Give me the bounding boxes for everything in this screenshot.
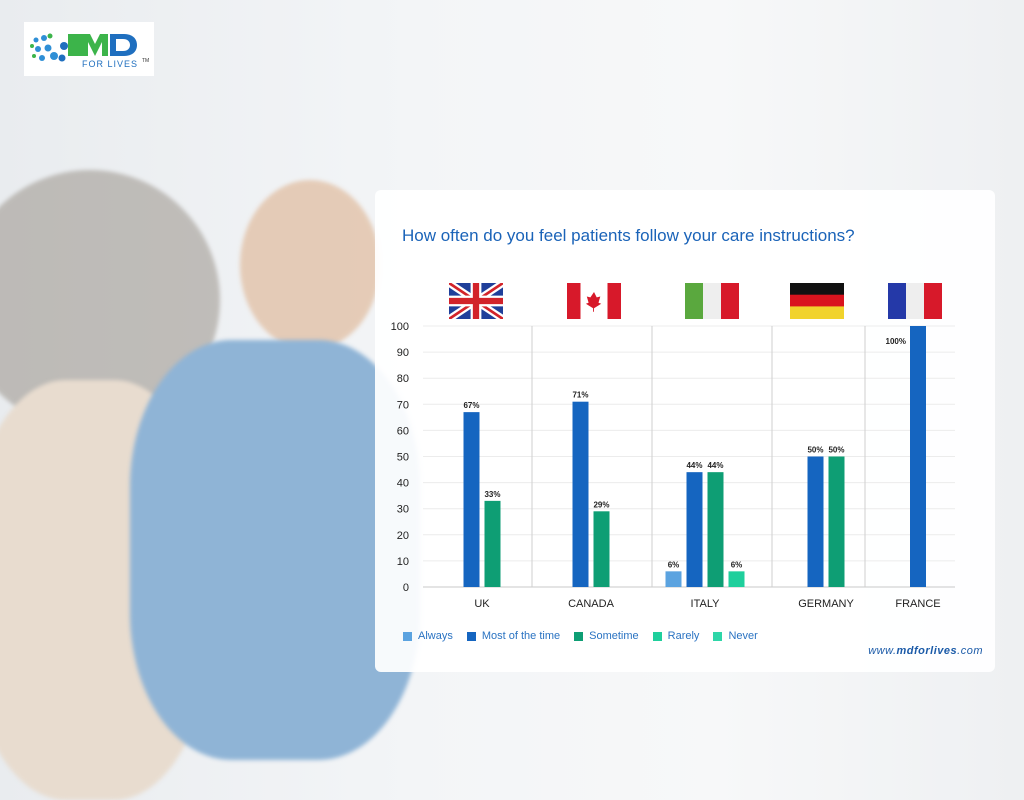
data-label: 71% — [572, 391, 588, 400]
y-tick-label: 70 — [397, 399, 409, 411]
x-tick-label: CANADA — [568, 598, 615, 610]
legend-label: Never — [728, 630, 758, 642]
legend-swatch — [403, 631, 412, 641]
y-tick-label: 20 — [397, 530, 409, 542]
bar-italy-most-of-the-time — [686, 472, 703, 587]
data-label: 33% — [484, 490, 500, 499]
bar-chart: 0 10 20 30 40 50 60 70 80 90 100 UK 67% 33% CANADA 71% 2… — [391, 321, 955, 610]
bar-germany-most-of-the-time — [807, 456, 824, 587]
data-label: 6% — [731, 560, 743, 569]
bar-italy-sometime — [707, 472, 724, 587]
data-label: 6% — [668, 560, 680, 569]
svg-text:TM: TM — [142, 58, 149, 64]
y-tick-label: 80 — [397, 373, 409, 385]
italy-flag-icon — [685, 283, 739, 319]
y-tick-label: 60 — [397, 425, 409, 437]
bar-canada-most-of-the-time — [572, 401, 589, 587]
photo-nurse-scrubs — [130, 340, 420, 760]
legend-swatch — [574, 631, 584, 641]
legend-item: Most of the time — [466, 630, 561, 642]
legend-item: Rarely — [652, 630, 700, 642]
y-tick-label: 50 — [397, 452, 409, 464]
legend-swatch — [652, 631, 662, 641]
legend-swatch — [713, 631, 723, 641]
data-label: 67% — [463, 401, 479, 410]
y-tick-label: 100 — [391, 321, 409, 333]
data-label: 44% — [707, 461, 723, 470]
legend-item: Always — [403, 630, 453, 642]
canada-flag-icon — [567, 283, 621, 319]
y-tick-label: 30 — [397, 504, 409, 516]
legend-item: Sometime — [574, 630, 639, 642]
chart-legend: Always Most of the time Sometime Rarely Neve… — [403, 630, 758, 642]
legend-swatch — [466, 631, 476, 641]
legend-label: Rarely — [667, 630, 700, 642]
data-label: 29% — [593, 500, 609, 509]
bar-uk-most-of-the-time — [463, 412, 480, 587]
data-label: 44% — [686, 461, 702, 470]
data-label: 50% — [807, 446, 823, 455]
chart-card: How often do you feel patients follow yo… — [375, 190, 995, 672]
legend-label: Sometime — [589, 630, 639, 642]
legend-label: Always — [418, 630, 453, 642]
y-tick-label: 10 — [397, 556, 409, 568]
germany-flag-icon — [790, 283, 844, 319]
y-tick-label: 90 — [397, 347, 409, 359]
photo-nurse-face — [240, 180, 380, 350]
y-tick-label: 40 — [397, 478, 409, 490]
uk-flag-icon — [449, 283, 503, 319]
x-tick-label: UK — [474, 598, 490, 610]
chart-title: How often do you feel patients follow yo… — [402, 226, 855, 245]
bar-france-most-of-the-time — [910, 326, 926, 587]
france-flag-icon — [888, 283, 942, 319]
x-tick-label: GERMANY — [798, 598, 854, 610]
mdforlives-logo: FOR LIVES TM — [24, 22, 154, 76]
bar-uk-sometime — [484, 500, 501, 587]
website-url[interactable]: www.mdforlives.com — [868, 645, 983, 657]
bar-italy-always — [665, 571, 682, 587]
x-tick-label: FRANCE — [895, 598, 940, 610]
bar-italy-rarely — [728, 571, 745, 587]
x-tick-label: ITALY — [691, 598, 721, 610]
data-label: 100% — [886, 337, 906, 346]
data-label: 50% — [828, 446, 844, 455]
svg-text:FOR LIVES: FOR LIVES — [82, 59, 138, 69]
bar-germany-sometime — [828, 456, 845, 587]
y-tick-label: 0 — [403, 582, 409, 594]
bar-canada-sometime — [593, 511, 610, 587]
legend-label: Most of the time — [481, 630, 561, 642]
legend-item: Never — [713, 630, 758, 642]
